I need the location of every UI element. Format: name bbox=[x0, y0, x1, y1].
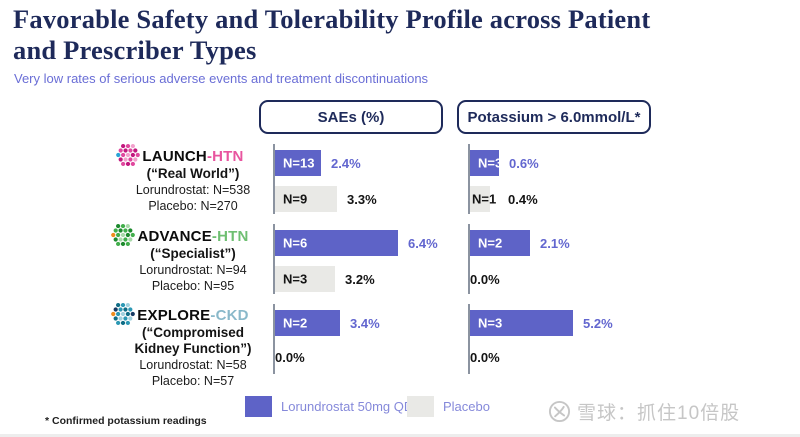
axis-potassium-row1 bbox=[468, 144, 470, 214]
page-subtitle: Very low rates of serious adverse events… bbox=[14, 71, 429, 86]
bar-n-label: N=1 bbox=[472, 191, 497, 207]
bar-launch-potassium-drug: N=3 bbox=[470, 150, 503, 176]
study-name-launch: LAUNCH-HTN bbox=[116, 143, 244, 167]
bar-row-launch-potassium-placebo: N=1 0.4% bbox=[470, 186, 538, 212]
axis-saes-row1 bbox=[273, 144, 275, 214]
legend-swatch-placebo bbox=[407, 396, 434, 417]
bar-pct-label: 6.4% bbox=[408, 235, 438, 251]
bar-row-explore-potassium-drug: N=3 5.2% bbox=[470, 310, 613, 336]
bar-pct-label: 2.1% bbox=[540, 235, 570, 251]
bar-row-launch-saes-placebo: N=9 3.3% bbox=[275, 186, 377, 212]
page-title: Favorable Safety and Tolerability Profil… bbox=[13, 4, 753, 66]
bar-row-advance-potassium-drug: N=2 2.1% bbox=[470, 230, 570, 256]
study-name-main: EXPLORE bbox=[137, 307, 211, 324]
bottom-edge-strip bbox=[0, 434, 800, 437]
bar-n-label: N=9 bbox=[283, 191, 308, 207]
bar-pct-label: 5.2% bbox=[583, 315, 613, 331]
legend-item-placebo: Placebo bbox=[407, 396, 490, 417]
bar-launch-potassium-placebo: N=1 bbox=[470, 186, 496, 212]
watermark: 雪球：抓住10倍股 bbox=[548, 398, 740, 425]
bar-pct-label: 0.0% bbox=[470, 271, 500, 287]
page-title-line2: and Prescriber Types bbox=[13, 35, 257, 65]
page-title-line1: Favorable Safety and Tolerability Profil… bbox=[13, 4, 651, 34]
study-descriptor: (“Compromised Kidney Function”) bbox=[134, 325, 252, 356]
bar-pct-label: 0.0% bbox=[470, 349, 500, 365]
bar-pct-label: 0.6% bbox=[509, 155, 539, 171]
bar-explore-saes-drug: N=2 bbox=[275, 310, 340, 336]
watermark-text: 雪球：抓住10倍股 bbox=[577, 403, 741, 424]
study-label-advance: ADVANCE-HTN (“Specialist”) Lorundrostat:… bbox=[111, 223, 268, 293]
bar-n-label: N=2 bbox=[283, 315, 308, 331]
study-arm-n: Placebo: N=57 bbox=[151, 373, 235, 388]
axis-saes-row2 bbox=[273, 224, 275, 294]
bar-advance-saes-placebo: N=3 bbox=[275, 266, 335, 292]
launch-hexdot-logo-icon bbox=[116, 143, 141, 167]
legend-swatch-lorundrostat bbox=[245, 396, 272, 417]
study-name-suffix: -CKD bbox=[210, 307, 249, 324]
bar-advance-potassium-drug: N=2 bbox=[470, 230, 530, 256]
panel-header-saes-label: SAEs (%) bbox=[317, 108, 385, 126]
study-arm-n: Lorundrostat: N=538 bbox=[135, 183, 251, 197]
bar-n-label: N=6 bbox=[283, 235, 308, 251]
study-name-suffix: -HTN bbox=[206, 148, 244, 165]
bar-n-label: N=13 bbox=[283, 155, 315, 171]
study-name-advance: ADVANCE-HTN bbox=[111, 223, 249, 247]
legend-label-placebo: Placebo bbox=[443, 399, 490, 414]
bar-advance-saes-drug: N=6 bbox=[275, 230, 398, 256]
bar-pct-label: 2.4% bbox=[331, 155, 361, 171]
bar-row-explore-saes-placebo: 0.0% bbox=[275, 344, 305, 370]
study-label-explore: EXPLORE-CKD (“Compromised Kidney Functio… bbox=[111, 302, 268, 388]
bar-pct-label: 0.4% bbox=[508, 191, 538, 207]
study-name-main: LAUNCH bbox=[142, 148, 207, 165]
bar-n-label: N=3 bbox=[478, 315, 503, 331]
study-name-suffix: -HTN bbox=[211, 228, 249, 245]
panel-header-potassium: Potassium > 6.0mmol/L* bbox=[457, 100, 651, 134]
bar-row-advance-potassium-placebo: 0.0% bbox=[470, 266, 500, 292]
panel-header-saes: SAEs (%) bbox=[259, 100, 443, 134]
bar-pct-label: 3.4% bbox=[350, 315, 380, 331]
study-arm-n: Placebo: N=270 bbox=[148, 198, 238, 213]
study-name-main: ADVANCE bbox=[137, 228, 212, 245]
bar-launch-saes-drug: N=13 bbox=[275, 150, 321, 176]
study-descriptor: (“Specialist”) bbox=[150, 246, 236, 261]
bar-n-label: N=3 bbox=[283, 271, 308, 287]
bar-row-explore-potassium-placebo: 0.0% bbox=[470, 344, 500, 370]
bar-n-label: N=2 bbox=[478, 235, 503, 251]
bar-n-label: N=3 bbox=[478, 155, 503, 171]
study-arm-n: Lorundrostat: N=58 bbox=[139, 358, 247, 372]
bar-launch-saes-placebo: N=9 bbox=[275, 186, 337, 212]
bar-explore-potassium-drug: N=3 bbox=[470, 310, 573, 336]
advance-hexdot-logo-icon bbox=[111, 223, 136, 247]
study-name-explore: EXPLORE-CKD bbox=[111, 302, 249, 326]
xueqiu-logo-icon bbox=[548, 400, 571, 423]
study-label-launch: LAUNCH-HTN (“Real World”) Lorundrostat: … bbox=[116, 143, 268, 213]
axis-saes-row3 bbox=[273, 304, 275, 374]
study-arm-n: Placebo: N=95 bbox=[151, 278, 235, 293]
bar-row-explore-saes-drug: N=2 3.4% bbox=[275, 310, 380, 336]
study-arm-n: Lorundrostat: N=94 bbox=[139, 263, 247, 277]
axis-potassium-row2 bbox=[468, 224, 470, 294]
bar-row-launch-saes-drug: N=13 2.4% bbox=[275, 150, 361, 176]
legend-item-lorundrostat: Lorundrostat 50mg QD bbox=[245, 396, 413, 417]
panel-header-potassium-label: Potassium > 6.0mmol/L* bbox=[467, 108, 641, 126]
study-descriptor: (“Real World”) bbox=[146, 166, 240, 181]
axis-potassium-row3 bbox=[468, 304, 470, 374]
bar-pct-label: 3.3% bbox=[347, 191, 377, 207]
bar-pct-label: 0.0% bbox=[275, 349, 305, 365]
bar-row-launch-potassium-drug: N=3 0.6% bbox=[470, 150, 539, 176]
bar-row-advance-saes-drug: N=6 6.4% bbox=[275, 230, 438, 256]
footnote: * Confirmed potassium readings bbox=[45, 415, 207, 427]
bar-row-advance-saes-placebo: N=3 3.2% bbox=[275, 266, 375, 292]
legend-label-lorundrostat: Lorundrostat 50mg QD bbox=[281, 399, 414, 414]
bar-pct-label: 3.2% bbox=[345, 271, 375, 287]
explore-hexdot-logo-icon bbox=[111, 302, 136, 326]
